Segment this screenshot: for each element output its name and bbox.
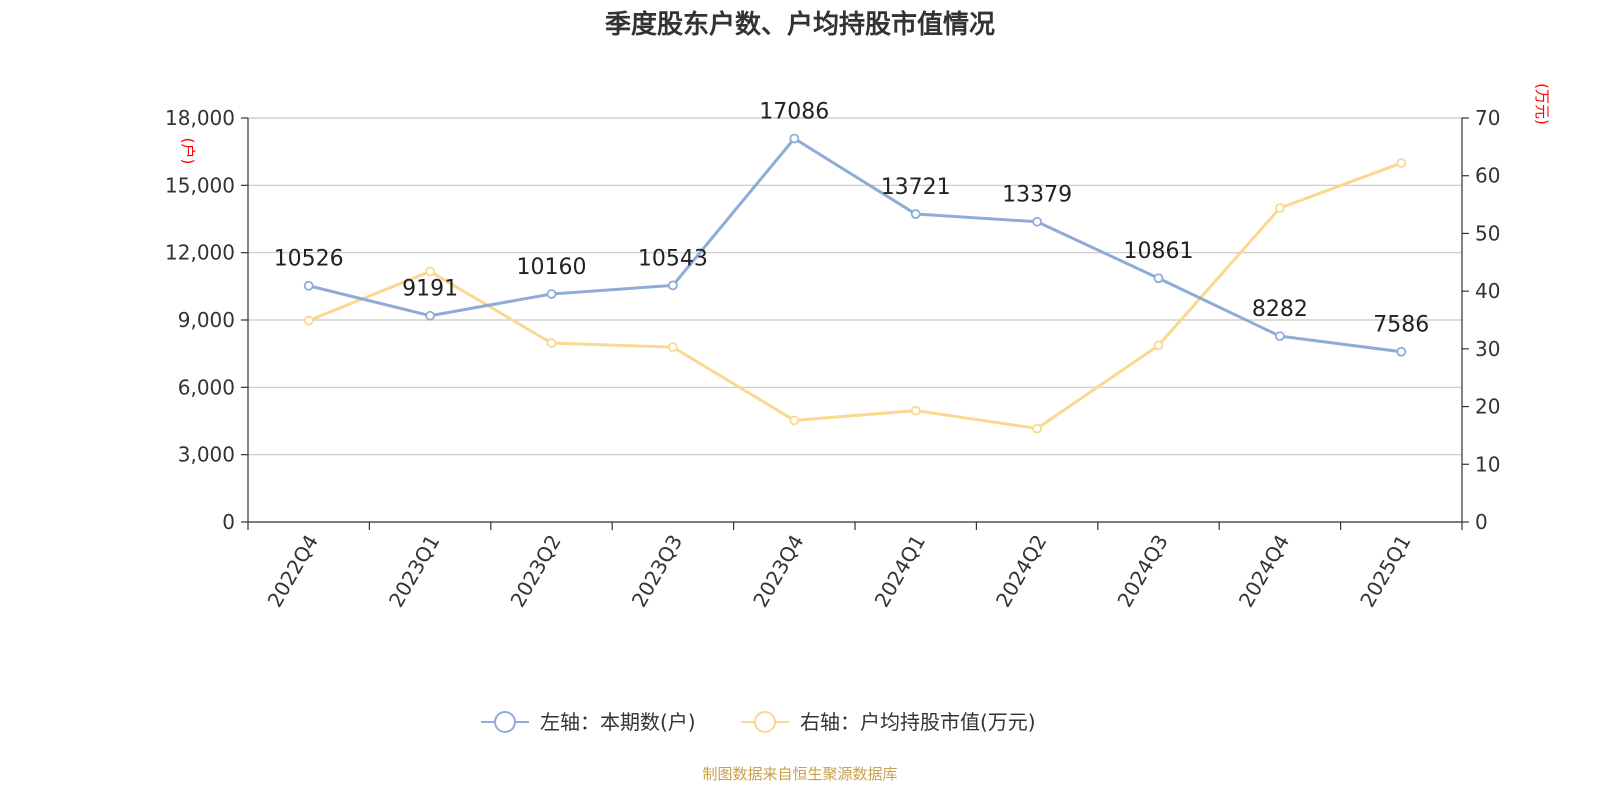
series-1-point-7 (1153, 340, 1164, 351)
grid-lines (248, 117, 1462, 456)
data-label-8: 8282 (1252, 297, 1308, 322)
series-0-point-2 (546, 289, 557, 299)
legend-item-0[interactable]: 左轴：本期数(户) (481, 710, 696, 734)
series-1-point-5 (910, 405, 921, 416)
data-label-2: 10160 (517, 255, 587, 280)
x-tick-label-2: 2023Q2 (505, 531, 565, 612)
x-tick-label-4: 2023Q4 (748, 531, 808, 612)
data-label-9: 7586 (1373, 313, 1429, 338)
data-label-7: 10861 (1124, 239, 1194, 264)
right-tick-label-2: 20 (1475, 395, 1500, 419)
data-label-3: 10543 (638, 246, 708, 271)
legend-marker-0 (494, 711, 516, 733)
left-tick-label-6: 18,000 (165, 106, 235, 130)
x-tick-label-0: 2022Q4 (263, 531, 323, 612)
data-labels: 10526 9191 10160 10543 17086 13721 13379 10861 8… (274, 100, 1430, 338)
left-axis-unit: (户) (179, 138, 197, 165)
series-0-point-4 (789, 133, 800, 144)
x-tick-label-1: 2023Q1 (384, 531, 444, 612)
x-tick-label-3: 2023Q3 (627, 531, 687, 612)
source-note: 制图数据来自恒生聚源数据库 (702, 765, 897, 783)
series-0-point-1 (425, 310, 436, 321)
legend-label-0: 左轴：本期数(户) (540, 710, 696, 734)
right-tick-label-4: 40 (1475, 279, 1500, 303)
right-axis-ticks: 0 10 20 30 40 50 60 70 (1462, 106, 1500, 534)
series-0-point-0 (303, 280, 314, 291)
series-1-point-4 (789, 415, 800, 426)
data-label-0: 10526 (274, 247, 344, 272)
right-tick-label-7: 70 (1475, 106, 1500, 130)
chart-title: 季度股东户数、户均持股市值情况 (605, 9, 995, 40)
series-0-point-8 (1275, 331, 1285, 342)
right-tick-label-5: 50 (1475, 221, 1500, 245)
series-0-point-7 (1153, 273, 1164, 284)
x-axis-ticks: 2022Q4 2023Q1 2023Q2 2023Q3 2023Q4 2024Q1 2024… (247, 522, 1463, 612)
data-label-4: 17086 (759, 100, 829, 125)
series-line-1 (308, 161, 1402, 431)
series-1-point-2 (546, 338, 557, 348)
left-tick-label-4: 12,000 (165, 241, 235, 265)
left-tick-label-5: 15,000 (165, 173, 235, 197)
x-tick-label-7: 2024Q3 (1112, 531, 1172, 612)
x-tick-label-9: 2025Q1 (1355, 531, 1415, 612)
data-label-6: 13379 (1002, 183, 1072, 208)
series-1-point-8 (1275, 203, 1285, 213)
series-1-point-6 (1032, 423, 1042, 434)
legend-item-1[interactable]: 右轴：户均持股市值(万元) (741, 710, 1036, 734)
right-tick-label-0: 0 (1475, 510, 1488, 534)
x-tick-label-8: 2024Q4 (1234, 531, 1294, 612)
left-tick-label-2: 6,000 (178, 375, 235, 399)
series-0-point-9 (1396, 346, 1407, 357)
legend-marker-1 (754, 711, 776, 733)
series-1-point-1 (425, 266, 436, 277)
left-tick-label-1: 3,000 (178, 443, 235, 467)
right-tick-label-1: 10 (1475, 452, 1500, 476)
legend[interactable]: 左轴：本期数(户) 右轴：户均持股市值(万元) (481, 710, 1036, 734)
left-tick-label-0: 0 (222, 510, 235, 534)
series-line-0 (308, 137, 1402, 354)
series-1-point-0 (303, 315, 314, 326)
data-label-5: 13721 (881, 175, 951, 200)
series-area (303, 133, 1407, 434)
x-tick-label-6: 2024Q2 (991, 531, 1051, 612)
x-tick-label-5: 2024Q1 (870, 531, 930, 612)
right-axis-unit: (万元) (1533, 83, 1551, 125)
series-0-point-5 (910, 209, 921, 219)
left-axis-ticks: 0 3,000 6,000 9,000 12,000 15,000 18,000 (165, 106, 248, 534)
right-tick-label-6: 60 (1475, 164, 1500, 188)
series-0-point-6 (1032, 216, 1042, 227)
series-1-point-3 (668, 342, 678, 353)
right-tick-label-3: 30 (1475, 337, 1500, 361)
left-tick-label-3: 9,000 (178, 308, 235, 332)
series-0-point-3 (668, 280, 678, 291)
data-label-1: 9191 (402, 277, 458, 302)
series-1-point-9 (1396, 158, 1407, 168)
legend-label-1: 右轴：户均持股市值(万元) (800, 710, 1036, 734)
